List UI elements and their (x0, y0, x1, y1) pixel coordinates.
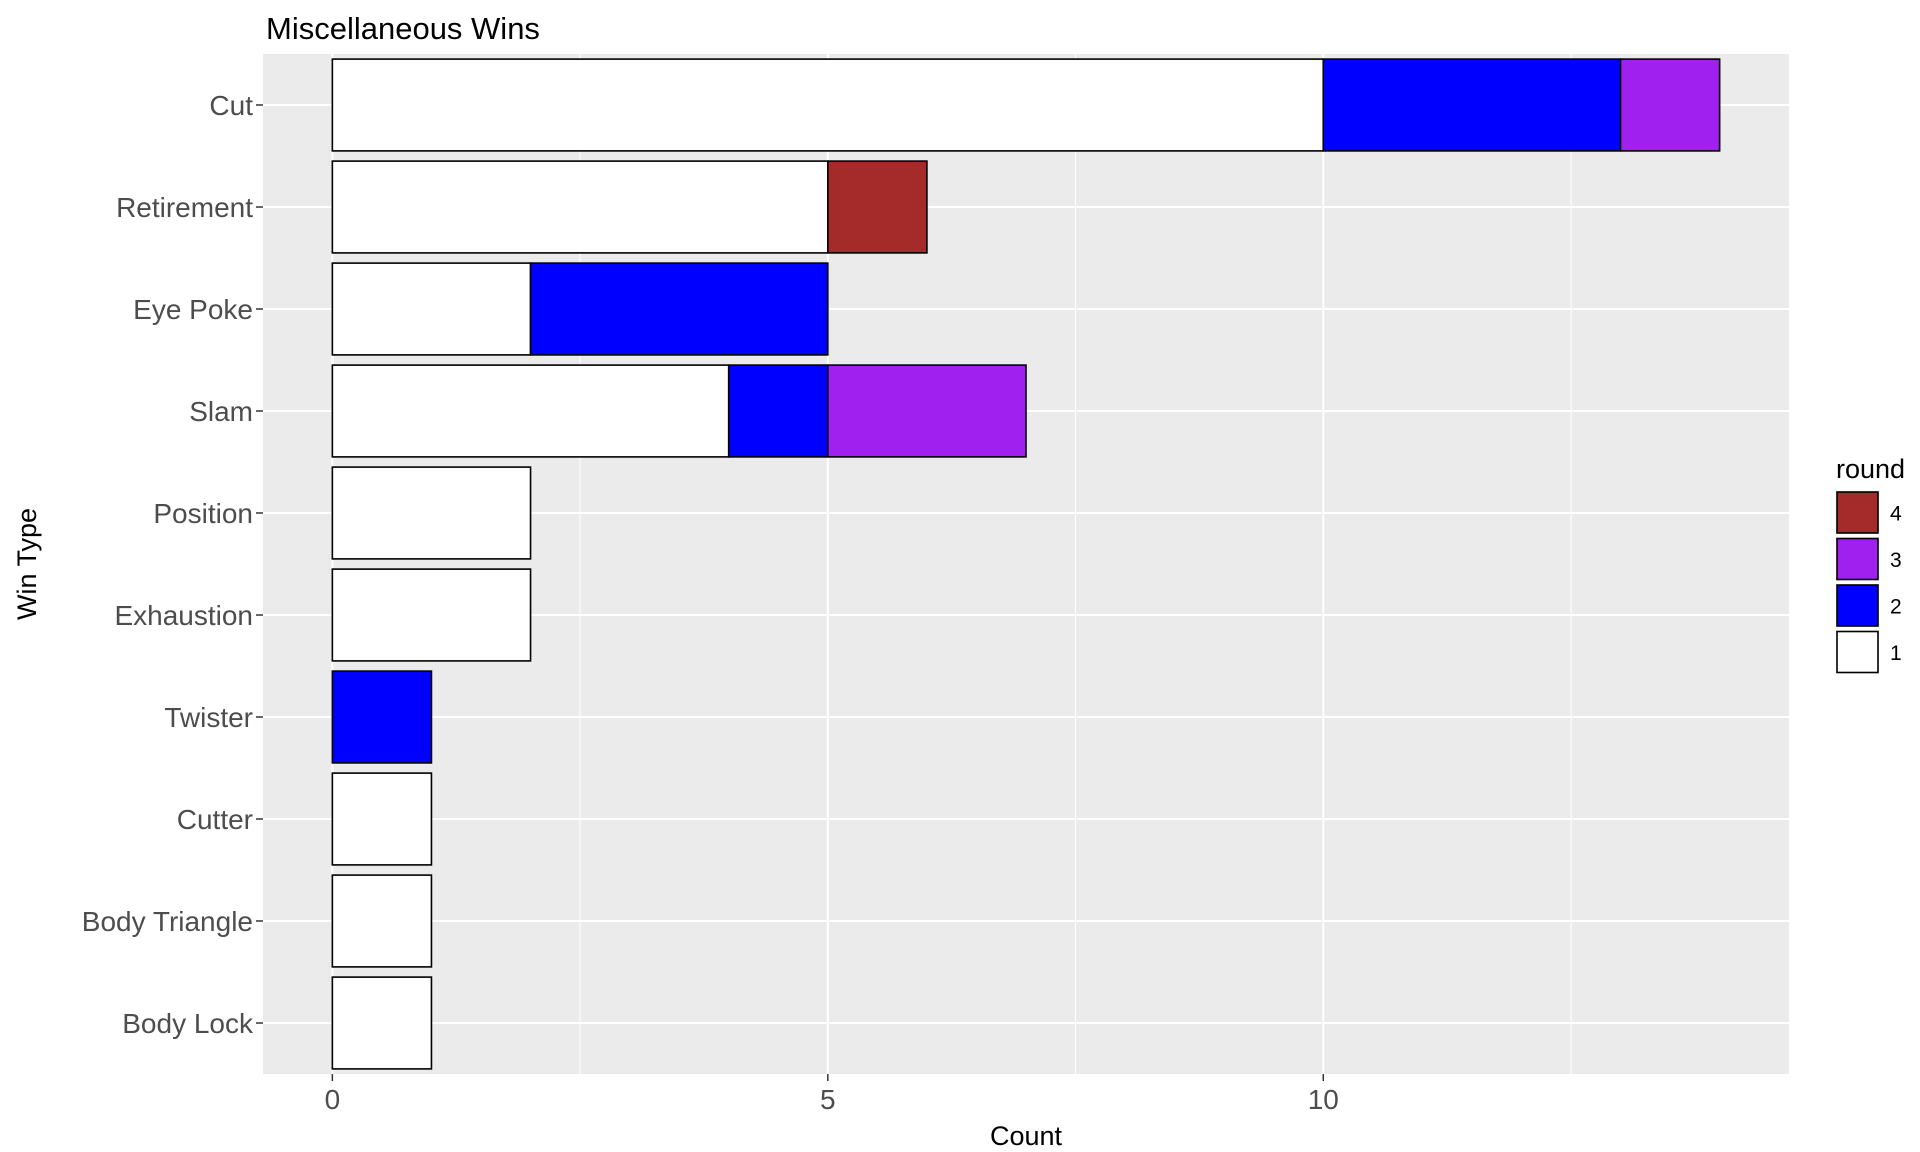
bar-segment-round-1 (331, 976, 433, 1070)
bar-segment-round-2 (331, 670, 433, 764)
bar-segment-round-3 (827, 364, 1027, 458)
y-tick-label: Retirement (116, 192, 253, 223)
legend-label: 2 (1890, 596, 1902, 619)
x-axis: 0 5 10 (325, 1074, 1339, 1115)
bar-segment-round-4 (827, 160, 928, 254)
bar-segment-round-1 (331, 874, 433, 968)
bar-segment-round-1 (331, 772, 433, 866)
legend-label: 4 (1890, 503, 1902, 526)
bar-segment-round-1 (331, 58, 1325, 152)
bar-segment-round-1 (331, 466, 532, 560)
y-tick-label: Slam (189, 396, 253, 427)
legend-label: 1 (1890, 642, 1902, 665)
bar-segment-round-1 (331, 568, 532, 662)
y-axis: Cut Retirement Eye Poke Slam Position Exhaust… (82, 90, 263, 1039)
x-axis-title: Count (990, 1121, 1063, 1151)
y-tick-label: Cut (209, 90, 253, 121)
chart-title: Miscellaneous Wins (266, 11, 540, 46)
y-axis-title: Win Type (12, 508, 42, 620)
bars (331, 58, 1721, 1070)
y-tick-label: Body Lock (122, 1008, 254, 1039)
y-tick-label: Body Triangle (82, 906, 253, 937)
x-tick-label: 10 (1308, 1084, 1339, 1115)
legend: round 4 3 2 1 (1836, 454, 1905, 674)
x-tick-label: 0 (325, 1084, 341, 1115)
y-tick-label: Cutter (177, 804, 253, 835)
y-tick-label: Position (153, 498, 253, 529)
bar-segment-round-2 (1322, 58, 1622, 152)
bar-segment-round-2 (727, 364, 829, 458)
y-tick-label: Eye Poke (133, 294, 253, 325)
bar-segment-round-3 (1619, 58, 1721, 152)
bar-segment-round-1 (331, 262, 532, 356)
legend-swatch-round-3 (1836, 537, 1879, 581)
bar-segment-round-1 (331, 160, 829, 254)
legend-title: round (1836, 454, 1905, 484)
y-tick-label: Exhaustion (114, 600, 253, 631)
y-tick-label: Twister (164, 702, 253, 733)
x-tick-label: 5 (820, 1084, 836, 1115)
legend-swatch-round-1 (1836, 630, 1879, 674)
bar-segment-round-1 (331, 364, 730, 458)
bar-segment-round-2 (529, 262, 829, 356)
legend-swatch-round-2 (1836, 584, 1879, 627)
legend-swatch-round-4 (1836, 491, 1879, 534)
legend-label: 3 (1890, 549, 1902, 572)
